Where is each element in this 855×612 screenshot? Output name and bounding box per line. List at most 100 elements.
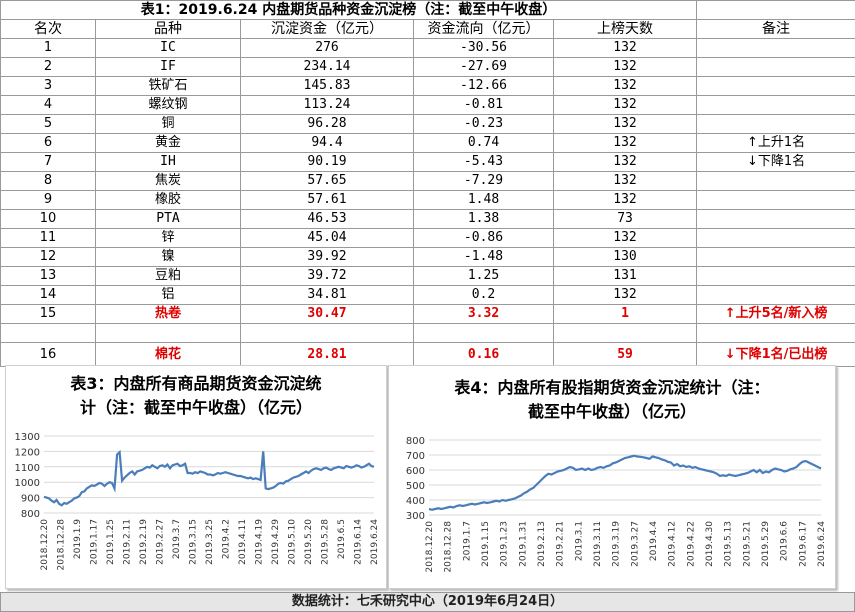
cell-note — [697, 77, 855, 96]
cell-name: 锌 — [96, 229, 241, 248]
cell-rank: 13 — [1, 267, 96, 286]
cell-days: 59 — [554, 343, 697, 367]
x-tick-label: 2019.2.13 — [537, 521, 547, 567]
cell-capital: 46.53 — [241, 210, 414, 229]
cell-rank: 5 — [1, 115, 96, 134]
chart4-title-line1: 表4：内盘所有股指期货资金沉淀统计（注： — [389, 376, 835, 400]
cell-name: IH — [96, 153, 241, 172]
chart3-title: 表3：内盘所有商品期货资金沉淀统 计（注：截至中午收盘）（亿元） — [6, 372, 386, 420]
cell-flow: -30.56 — [414, 39, 554, 58]
cell-note — [697, 58, 855, 77]
chart4-title-line2: 截至中午收盘）（亿元） — [389, 400, 835, 424]
cell-capital: 45.04 — [241, 229, 414, 248]
cell-flow: -7.29 — [414, 172, 554, 191]
cell-days: 132 — [554, 191, 697, 210]
x-tick-label: 2019.5.29 — [761, 521, 771, 567]
cell-flow: 0.2 — [414, 286, 554, 305]
y-tick-label: 1200 — [15, 447, 40, 458]
x-tick-label: 2019.4.22 — [686, 521, 696, 567]
cell-note — [697, 267, 855, 286]
cell-name: 铜 — [96, 115, 241, 134]
cell-days: 132 — [554, 172, 697, 191]
header-flow: 资金流向（亿元） — [414, 20, 554, 39]
cell-name: 铝 — [96, 286, 241, 305]
cell-name: IC — [96, 39, 241, 58]
x-tick-label: 2019.5.20 — [304, 519, 314, 565]
y-tick-label: 400 — [406, 496, 425, 507]
cell-flow — [414, 324, 554, 343]
cell-rank: 1 — [1, 39, 96, 58]
cell-rank: 7 — [1, 153, 96, 172]
x-tick-label: 2019.3.25 — [205, 519, 215, 565]
x-tick-label: 2019.6.17 — [798, 521, 808, 567]
cell-capital: 28.81 — [241, 343, 414, 367]
x-tick-label: 2019.2.11 — [123, 519, 133, 565]
cell-note: ↑上升1名 — [697, 134, 855, 153]
x-tick-label: 2019.1.31 — [518, 521, 528, 567]
cell-note — [697, 191, 855, 210]
cell-rank: 3 — [1, 77, 96, 96]
title-blank-cell — [697, 1, 855, 20]
cell-rank: 15 — [1, 305, 96, 324]
y-tick-label: 1300 — [15, 432, 40, 443]
y-tick-label: 500 — [406, 481, 425, 492]
x-tick-label: 2019.1.17 — [90, 519, 100, 565]
cell-name: 镍 — [96, 248, 241, 267]
cell-days: 132 — [554, 39, 697, 58]
cell-capital: 39.72 — [241, 267, 414, 286]
header-note: 备注 — [697, 20, 855, 39]
cell-capital: 94.4 — [241, 134, 414, 153]
x-tick-label: 2018.12.28 — [57, 519, 67, 571]
x-tick-label: 2019.6.24 — [817, 521, 827, 567]
cell-capital: 96.28 — [241, 115, 414, 134]
footer-source: 数据统计：七禾研究中心（2019年6月24日） — [0, 592, 855, 612]
y-tick-label: 800 — [406, 436, 425, 447]
cell-name: 橡胶 — [96, 191, 241, 210]
x-tick-label: 2018.12.20 — [425, 521, 435, 573]
cell-note — [697, 172, 855, 191]
cell-rank: 10 — [1, 210, 96, 229]
cell-days: 131 — [554, 267, 697, 286]
chart3-title-line2: 计（注：截至中午收盘）（亿元） — [6, 396, 386, 420]
chart4-title: 表4：内盘所有股指期货资金沉淀统计（注： 截至中午收盘）（亿元） — [389, 376, 835, 424]
cell-flow: 1.48 — [414, 191, 554, 210]
cell-name: 豆粕 — [96, 267, 241, 286]
cell-flow: 0.16 — [414, 343, 554, 367]
x-tick-label: 2019.1.23 — [500, 521, 510, 567]
cell-flow: -5.43 — [414, 153, 554, 172]
x-tick-label: 2019.5.28 — [321, 519, 331, 565]
y-tick-label: 1000 — [15, 478, 40, 489]
cell-name: 黄金 — [96, 134, 241, 153]
table-row — [1, 324, 855, 343]
cell-flow: -1.48 — [414, 248, 554, 267]
y-tick-label: 700 — [406, 451, 425, 462]
cell-days: 130 — [554, 248, 697, 267]
x-tick-label: 2019.5.21 — [742, 521, 752, 567]
cell-note — [697, 229, 855, 248]
cell-note — [697, 248, 855, 267]
x-tick-label: 2019.4.30 — [705, 521, 715, 567]
x-tick-label: 2019.2.19 — [139, 519, 149, 565]
x-tick-label: 2019.3.27 — [630, 521, 640, 567]
x-tick-label: 2019.1.15 — [481, 521, 491, 567]
cell-rank: 14 — [1, 286, 96, 305]
x-tick-label: 2019.4.2 — [222, 519, 232, 559]
cell-note: ↑上升5名/新入榜 — [697, 305, 855, 324]
x-tick-label: 2019.6.24 — [370, 519, 380, 565]
cell-flow: 1.25 — [414, 267, 554, 286]
cell-name — [96, 324, 241, 343]
x-tick-label: 2019.1.7 — [462, 521, 472, 561]
cell-rank: 9 — [1, 191, 96, 210]
cell-days: 73 — [554, 210, 697, 229]
cell-note — [697, 210, 855, 229]
